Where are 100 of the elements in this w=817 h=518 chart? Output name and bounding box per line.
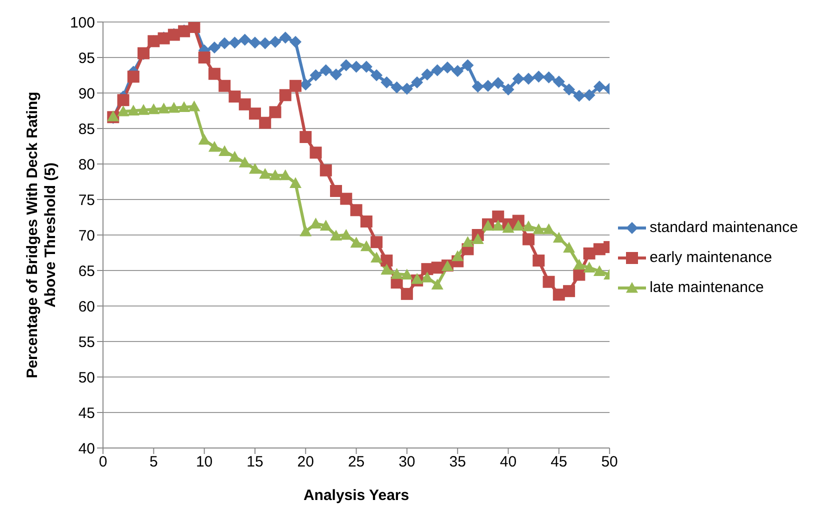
x-tick-label: 10	[196, 454, 213, 471]
point	[360, 60, 372, 73]
point	[400, 82, 413, 95]
point	[542, 71, 555, 84]
point	[492, 210, 504, 223]
point	[127, 70, 140, 83]
point	[573, 90, 586, 102]
y-tick-label: 70	[78, 227, 95, 244]
point	[310, 146, 322, 159]
point	[492, 77, 504, 90]
point	[340, 59, 352, 72]
x-tick-label: 45	[550, 454, 568, 471]
point	[472, 233, 484, 244]
point	[370, 236, 383, 248]
point	[289, 36, 302, 48]
legend-label: early maintenance	[650, 248, 772, 268]
point	[269, 36, 282, 48]
y-tick-label: 60	[78, 298, 95, 316]
point	[320, 164, 332, 176]
y-tick-label: 65	[78, 262, 95, 280]
point	[522, 233, 535, 246]
y-tick-label: 75	[78, 192, 95, 209]
point	[350, 60, 362, 73]
point	[148, 103, 160, 114]
x-tick-label: 40	[500, 454, 517, 471]
point	[117, 94, 130, 106]
point	[380, 264, 393, 275]
point	[248, 36, 261, 49]
point	[198, 52, 210, 64]
x-tick-label: 15	[246, 454, 264, 471]
point	[522, 72, 535, 85]
point	[259, 168, 272, 179]
point	[360, 216, 372, 228]
point	[248, 162, 261, 174]
point	[532, 254, 545, 267]
point	[532, 223, 545, 234]
x-tick-label: 50	[601, 454, 618, 471]
point	[390, 81, 403, 94]
point	[279, 32, 292, 44]
point	[238, 98, 251, 110]
point	[330, 68, 342, 81]
point	[502, 83, 514, 96]
point	[178, 101, 190, 112]
point	[289, 80, 302, 92]
point	[431, 278, 444, 290]
point	[228, 150, 241, 162]
point	[390, 268, 403, 279]
point	[238, 34, 251, 46]
point	[198, 134, 210, 145]
point	[411, 76, 424, 88]
point	[208, 42, 220, 54]
point	[522, 220, 535, 232]
x-tick-label: 30	[398, 454, 416, 471]
point	[188, 22, 200, 33]
point	[441, 61, 454, 74]
point	[380, 254, 393, 267]
point	[259, 116, 272, 129]
point	[400, 268, 413, 280]
point	[593, 80, 606, 93]
point	[583, 89, 596, 102]
point	[370, 252, 383, 263]
point	[452, 250, 464, 262]
point	[238, 156, 251, 168]
x-tick-label: 35	[449, 454, 466, 471]
y-tick-label: 50	[78, 369, 95, 386]
y-tick-label: 45	[78, 404, 95, 422]
point	[208, 68, 220, 80]
y-tick-label: 80	[78, 156, 95, 174]
point	[512, 72, 524, 85]
point	[573, 258, 586, 270]
point	[502, 222, 514, 233]
point	[279, 89, 292, 102]
point	[462, 236, 474, 247]
point	[563, 83, 576, 96]
point	[552, 232, 565, 243]
point	[552, 76, 565, 88]
point	[583, 262, 596, 272]
point	[289, 177, 302, 188]
point	[168, 102, 180, 113]
point	[228, 36, 241, 49]
y-tick-label: 100	[70, 14, 95, 32]
point	[320, 64, 332, 76]
x-tick-label: 20	[297, 454, 314, 471]
point	[300, 131, 312, 144]
point	[117, 105, 130, 116]
point	[218, 80, 231, 92]
y-tick-label: 90	[78, 85, 95, 102]
point	[411, 273, 424, 284]
point	[218, 37, 231, 50]
point	[421, 68, 434, 81]
point	[269, 106, 282, 118]
point	[452, 64, 464, 77]
point	[472, 80, 484, 93]
point	[259, 37, 272, 50]
point	[563, 285, 576, 298]
point	[300, 225, 312, 236]
y-tick-label: 85	[78, 120, 95, 138]
point	[492, 220, 504, 231]
point	[370, 69, 383, 82]
point	[482, 80, 494, 92]
